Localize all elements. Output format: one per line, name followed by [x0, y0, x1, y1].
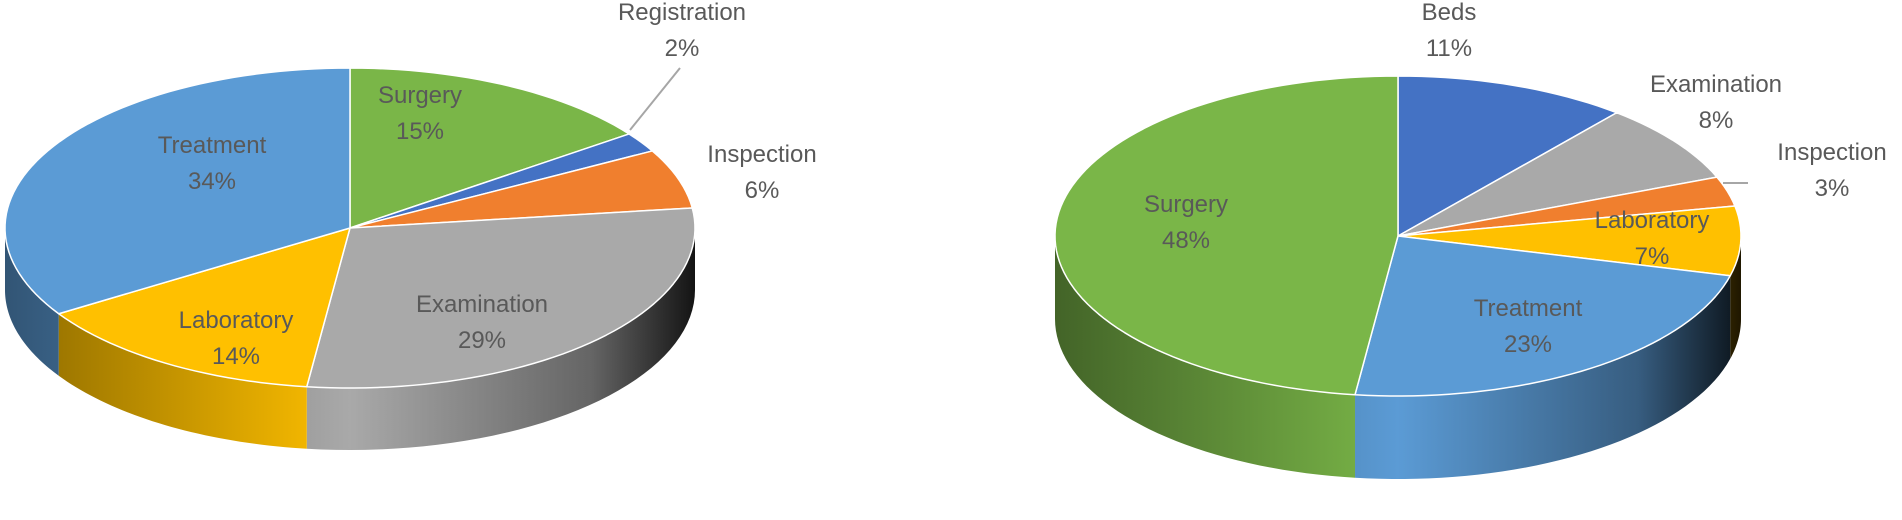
- label-laboratory: Laboratory: [179, 307, 294, 334]
- pie-top-slices: [4, 67, 696, 389]
- slice-examination: [1397, 111, 1718, 237]
- slice-inspection: [349, 150, 694, 229]
- percent-inspection: 3%: [1815, 175, 1850, 202]
- percent-laboratory: 14%: [212, 343, 260, 370]
- percent-beds: 11%: [1426, 35, 1472, 62]
- label-inspection: Inspection: [1777, 139, 1886, 166]
- side-examination: [306, 228, 695, 450]
- side-surgery: [1055, 236, 1356, 478]
- label-inspection: Inspection: [707, 141, 816, 168]
- slice-treatment: [1354, 235, 1731, 397]
- percent-treatment: 34%: [188, 168, 236, 195]
- label-registration: Registration: [618, 0, 746, 26]
- slice-laboratory: [1397, 205, 1742, 277]
- side-treatment: [1355, 275, 1731, 479]
- side-laboratory: [1730, 236, 1741, 359]
- label-beds: Beds: [1422, 0, 1477, 26]
- pie-side-walls: [5, 228, 695, 450]
- percent-examination: 29%: [458, 327, 506, 354]
- slice-treatment: [4, 67, 351, 315]
- percent-inspection: 6%: [745, 177, 780, 204]
- percent-registration: 2%: [665, 35, 700, 62]
- percent-examination: 8%: [1699, 107, 1734, 134]
- label-treatment: Treatment: [158, 132, 267, 159]
- label-surgery: Surgery: [378, 82, 462, 109]
- pie-top-slices: [1054, 75, 1742, 397]
- label-surgery: Surgery: [1144, 191, 1228, 218]
- percent-laboratory: 7%: [1635, 243, 1670, 270]
- label-laboratory: Laboratory: [1595, 207, 1710, 234]
- pie-data-labels: Beds 11% Examination 8% Inspection 3% Laborato…: [1144, 0, 1887, 358]
- leader-line-registration: [629, 67, 681, 131]
- percent-surgery: 48%: [1162, 227, 1210, 254]
- pie-data-labels: Surgery 15% Registration 2% Inspection 6% Exam…: [158, 0, 817, 370]
- slice-laboratory: [57, 227, 351, 388]
- pie-side-walls: [1055, 236, 1741, 479]
- slice-examination: [306, 207, 696, 389]
- percent-treatment: 23%: [1504, 331, 1552, 358]
- label-treatment: Treatment: [1474, 295, 1583, 322]
- label-examination: Examination: [416, 291, 548, 318]
- percent-surgery: 15%: [396, 118, 444, 145]
- slice-inspection: [1397, 176, 1736, 237]
- pie-chart-left: Surgery 15% Registration 2% Inspection 6% Exam…: [4, 0, 817, 450]
- label-examination: Examination: [1650, 71, 1782, 98]
- slice-surgery: [349, 67, 630, 229]
- side-laboratory: [58, 313, 307, 449]
- side-treatment: [5, 228, 59, 376]
- slice-surgery: [1054, 75, 1399, 396]
- pie-chart-right: Beds 11% Examination 8% Inspection 3% Laborato…: [1054, 0, 1887, 479]
- slice-beds: [1397, 75, 1618, 237]
